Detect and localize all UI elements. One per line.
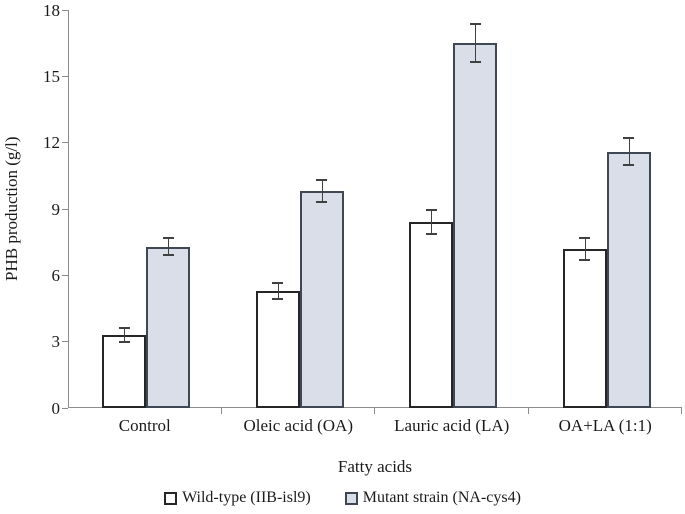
y-tick	[62, 407, 68, 409]
x-tick	[527, 408, 529, 414]
y-tick	[62, 341, 68, 343]
y-tick-label: 6	[51, 265, 61, 285]
bar-mutant	[453, 43, 497, 408]
bar-mutant	[606, 151, 651, 408]
error-bar	[277, 283, 279, 299]
error-bar-cap	[469, 23, 481, 26]
legend-entry-mutant: Mutant strain (NA-cys4)	[344, 489, 521, 507]
error-bar-cap	[118, 340, 130, 343]
bar-mutant	[146, 246, 190, 408]
error-bar-cap	[425, 209, 437, 212]
y-tick	[62, 274, 68, 276]
error-bar-cap	[623, 137, 634, 140]
bar-wild-type	[409, 222, 453, 408]
bar-mutant	[299, 191, 344, 408]
error-bar-cap	[469, 60, 481, 63]
y-tick	[62, 75, 68, 77]
error-bar-cap	[623, 163, 634, 166]
x-axis-line	[68, 407, 682, 408]
error-bar-cap	[272, 282, 283, 285]
x-tick	[681, 408, 682, 414]
y-axis-line	[68, 10, 69, 408]
error-bar	[475, 24, 476, 62]
error-bar-cap	[425, 233, 437, 236]
x-tick	[374, 408, 375, 414]
bar-wild-type	[255, 290, 300, 408]
x-category-label: OA+LA (1:1)	[558, 416, 652, 435]
error-bar	[431, 210, 432, 235]
y-tick-label: 9	[51, 199, 61, 219]
error-bar-cap	[579, 258, 590, 261]
y-tick	[62, 9, 68, 11]
x-category-label: Oleic acid (OA)	[243, 416, 353, 435]
error-bar-cap	[118, 327, 130, 330]
x-axis-title: Fatty acids	[337, 457, 413, 476]
error-bar	[321, 180, 323, 203]
legend-entry-wild-type: Wild-type (IIB-isl9)	[164, 489, 311, 507]
error-bar	[124, 328, 125, 342]
legend-label-wild-type: Wild-type (IIB-isl9)	[182, 489, 311, 506]
error-bar-cap	[162, 254, 174, 257]
y-tick-label: 15	[43, 66, 60, 86]
legend-swatch-wild-type-icon	[164, 491, 178, 505]
error-bar-cap	[272, 297, 283, 300]
bar-wild-type	[102, 335, 146, 408]
error-bar	[584, 237, 586, 260]
x-tick	[220, 408, 222, 414]
y-tick	[62, 142, 68, 144]
y-tick-label: 18	[43, 0, 60, 20]
error-bar-cap	[162, 236, 174, 239]
legend-swatch-mutant-icon	[344, 491, 358, 505]
y-tick-label: 3	[51, 332, 61, 352]
error-bar-cap	[316, 201, 327, 204]
error-bar	[168, 237, 169, 256]
plot-area	[62, 9, 682, 414]
y-tick	[62, 208, 68, 210]
error-bar	[628, 138, 630, 165]
y-tick-label: 12	[43, 133, 60, 153]
y-tick-label: 0	[51, 398, 61, 418]
x-category-label: Control	[118, 416, 171, 435]
legend: Wild-type (IIB-isl9) Mutant strain (NA-c…	[0, 489, 685, 507]
x-category-label: Lauric acid (LA)	[394, 416, 510, 435]
error-bar-cap	[579, 236, 590, 239]
bar-wild-type	[562, 248, 607, 408]
legend-label-mutant: Mutant strain (NA-cys4)	[362, 489, 521, 506]
error-bar-cap	[316, 179, 327, 182]
